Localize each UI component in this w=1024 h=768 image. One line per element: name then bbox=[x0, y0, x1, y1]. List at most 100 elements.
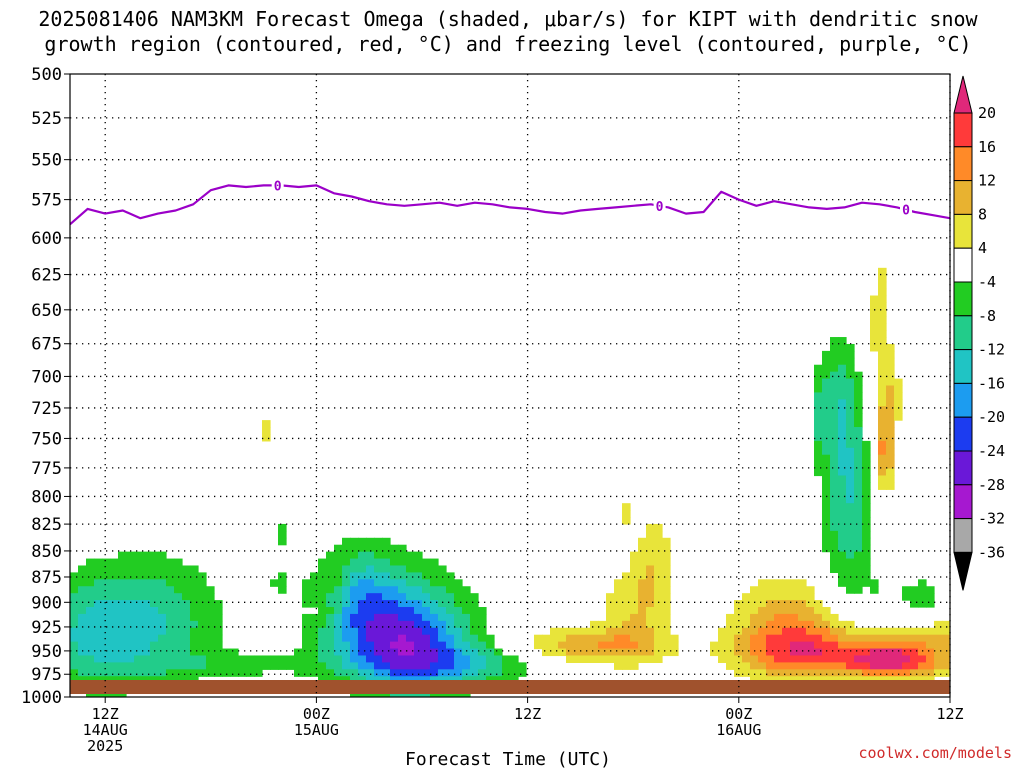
omega-cell bbox=[830, 613, 839, 622]
omega-cell bbox=[814, 385, 823, 394]
omega-cell bbox=[502, 662, 511, 670]
omega-cell bbox=[150, 655, 159, 663]
omega-cell bbox=[174, 613, 183, 622]
omega-cell bbox=[134, 634, 143, 643]
omega-cell bbox=[886, 641, 895, 650]
omega-cell bbox=[878, 371, 887, 380]
omega-cell bbox=[838, 558, 847, 567]
omega-cell bbox=[822, 676, 831, 684]
omega-cell bbox=[838, 669, 847, 677]
omega-cell bbox=[646, 537, 655, 546]
omega-cell bbox=[622, 572, 631, 580]
omega-cell bbox=[318, 620, 327, 629]
omega-cell bbox=[326, 593, 335, 601]
omega-cell bbox=[878, 343, 887, 352]
omega-cell bbox=[854, 454, 863, 463]
omega-cell bbox=[334, 607, 343, 615]
omega-cell bbox=[398, 579, 407, 587]
omega-cell bbox=[798, 676, 807, 684]
omega-cell bbox=[822, 475, 831, 484]
omega-cell bbox=[742, 607, 751, 615]
omega-cell bbox=[150, 551, 159, 560]
omega-cell bbox=[854, 420, 863, 428]
omega-cell bbox=[302, 662, 311, 670]
omega-cell bbox=[798, 641, 807, 650]
omega-cell bbox=[142, 593, 151, 601]
omega-cell bbox=[854, 475, 863, 484]
omega-cell bbox=[422, 579, 431, 587]
omega-cell bbox=[790, 669, 799, 677]
omega-cell bbox=[134, 558, 143, 567]
omega-cell bbox=[838, 565, 847, 573]
omega-cell bbox=[334, 662, 343, 670]
omega-cell bbox=[670, 641, 679, 650]
omega-cell bbox=[342, 558, 351, 567]
omega-cell bbox=[838, 572, 847, 580]
omega-cell bbox=[238, 669, 247, 677]
omega-cell bbox=[774, 662, 783, 670]
omega-cell bbox=[590, 620, 599, 629]
omega-cell bbox=[158, 620, 167, 629]
omega-cell bbox=[126, 586, 135, 594]
omega-cell bbox=[830, 337, 839, 345]
omega-cell bbox=[358, 544, 367, 553]
omega-cell bbox=[878, 447, 887, 456]
omega-cell bbox=[398, 620, 407, 629]
omega-cell bbox=[78, 662, 87, 670]
omega-cell bbox=[150, 558, 159, 567]
omega-cell bbox=[414, 620, 423, 629]
omega-cell bbox=[550, 627, 559, 636]
omega-cell bbox=[358, 558, 367, 567]
omega-cell bbox=[790, 579, 799, 587]
omega-cell bbox=[750, 620, 759, 629]
omega-cell bbox=[342, 627, 351, 636]
y-tick-label: 625 bbox=[31, 266, 62, 286]
omega-cell bbox=[390, 558, 399, 567]
omega-cell bbox=[638, 565, 647, 573]
omega-cell bbox=[358, 669, 367, 677]
x-tick-label: 2025 bbox=[87, 737, 123, 755]
omega-cell bbox=[734, 607, 743, 615]
y-tick-label: 525 bbox=[31, 109, 62, 129]
omega-cell bbox=[838, 385, 847, 394]
omega-cell bbox=[270, 579, 279, 587]
omega-cell bbox=[654, 523, 663, 532]
omega-cell bbox=[350, 669, 359, 677]
omega-cell bbox=[398, 676, 407, 684]
omega-cell bbox=[878, 281, 887, 290]
omega-cell bbox=[886, 385, 895, 394]
omega-cell bbox=[158, 558, 167, 567]
omega-cell bbox=[174, 627, 183, 636]
omega-cell bbox=[366, 607, 375, 615]
omega-cell bbox=[454, 662, 463, 670]
omega-cell bbox=[238, 662, 247, 670]
omega-cell bbox=[646, 655, 655, 663]
omega-cell bbox=[166, 593, 175, 601]
omega-cell bbox=[438, 634, 447, 643]
omega-cell bbox=[102, 613, 111, 622]
omega-cell bbox=[94, 565, 103, 573]
omega-cell bbox=[134, 669, 143, 677]
omega-cell bbox=[390, 572, 399, 580]
omega-cell bbox=[294, 669, 303, 677]
omega-cell bbox=[886, 378, 895, 387]
omega-cell bbox=[790, 607, 799, 615]
omega-cell bbox=[878, 468, 887, 477]
omega-cell bbox=[454, 607, 463, 615]
omega-cell bbox=[846, 475, 855, 484]
omega-cell bbox=[822, 613, 831, 622]
omega-cell bbox=[118, 593, 127, 601]
omega-cell bbox=[430, 586, 439, 594]
omega-cell bbox=[78, 634, 87, 643]
omega-cell bbox=[110, 655, 119, 663]
omega-cell bbox=[622, 503, 631, 511]
omega-cell bbox=[542, 648, 551, 657]
omega-cell bbox=[886, 364, 895, 373]
omega-cell bbox=[622, 648, 631, 657]
omega-cell bbox=[878, 364, 887, 373]
omega-cell bbox=[174, 676, 183, 684]
omega-cell bbox=[422, 607, 431, 615]
omega-cell bbox=[934, 627, 943, 636]
omega-cell bbox=[854, 558, 863, 567]
omega-cell bbox=[638, 648, 647, 657]
